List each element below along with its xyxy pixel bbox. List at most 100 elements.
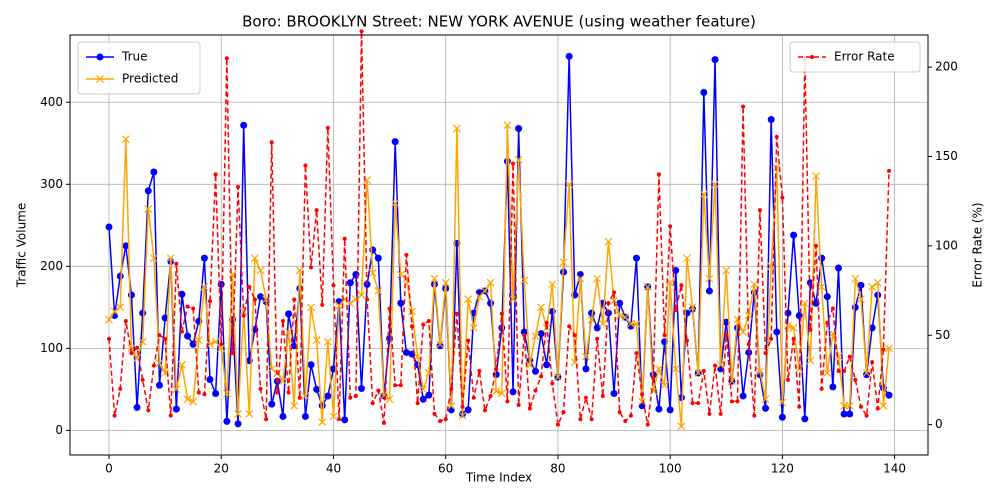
point [615,311,624,320]
y2-tick-label: 200 [935,60,958,74]
point [666,406,674,414]
point [739,328,748,336]
point [487,299,495,307]
point [879,401,888,410]
point [705,287,713,295]
point [258,386,263,391]
point [337,417,342,422]
point [836,369,841,373]
point [757,208,762,213]
point [460,404,465,409]
point [346,279,354,287]
point [156,381,164,389]
point [234,420,242,428]
point [550,381,555,386]
point [247,285,252,289]
legend-marker [810,55,814,59]
point [628,413,633,418]
point [655,364,663,373]
point [559,258,568,267]
point [138,337,147,346]
grid [70,35,928,455]
point [767,115,775,123]
legend-label: Predicted [122,72,178,86]
point [834,264,842,272]
point [673,308,678,313]
point [230,351,235,356]
point [716,360,725,369]
point [144,187,152,195]
chart-title: Boro: BROOKLYN Street: NEW YORK AVENUE (… [242,13,756,31]
point [801,415,809,423]
point [672,266,680,274]
point [870,360,875,365]
y2-tick-label: 50 [935,328,950,342]
point [520,328,528,336]
point [505,399,510,404]
point [155,359,164,368]
point [157,333,162,338]
point [189,397,198,406]
legend-label: True [121,50,148,64]
point [565,180,574,189]
point [303,163,308,168]
point [118,386,123,391]
point [353,394,358,399]
point [200,254,208,262]
point [380,392,388,400]
point [178,290,186,298]
point [520,276,529,285]
point [610,296,618,305]
point [481,287,489,295]
legend: Error Rate [789,41,921,73]
point [323,337,332,346]
point [116,272,124,280]
point [208,299,213,304]
point [589,417,594,422]
point [335,301,343,310]
point [425,391,433,399]
point [857,295,865,304]
point [318,418,327,427]
point [135,345,140,350]
point [576,274,585,283]
point [887,168,891,173]
point [561,410,566,415]
point [515,125,523,133]
point [763,351,768,356]
y-tick-label: 400 [40,95,63,109]
point [713,363,718,368]
point [739,392,747,400]
point [582,352,590,361]
point [329,412,338,421]
point [873,278,882,287]
y2-tick-label: 0 [935,417,943,431]
point [847,354,852,359]
point [617,410,622,415]
point [761,395,770,404]
point [864,413,869,418]
point [285,310,293,318]
point [482,408,487,413]
point [791,336,796,341]
point [651,376,656,381]
point [735,399,740,404]
y-tick-label: 200 [40,259,63,273]
point [185,304,190,309]
point [408,307,416,316]
point [645,422,650,427]
point [640,392,645,397]
point [275,390,280,395]
point [780,195,785,200]
point [369,246,377,254]
point [385,395,394,404]
point [587,315,596,324]
point [144,204,153,213]
y2-axis-label: Error Rate (%) [971,202,985,287]
point [593,274,602,283]
point [454,311,459,316]
point [531,332,540,340]
point [370,401,375,406]
point [458,411,467,420]
